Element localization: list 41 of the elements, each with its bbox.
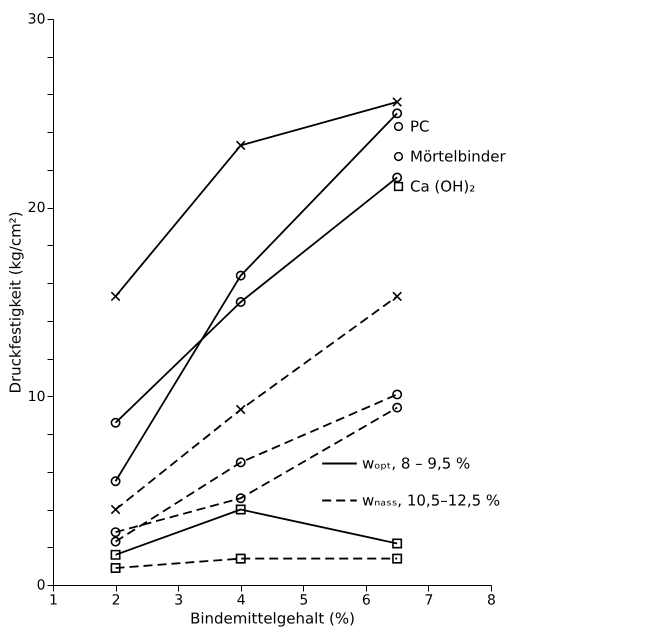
point	[392, 97, 402, 107]
y-tick-label: 0	[36, 578, 46, 594]
y-tick-label: 20	[28, 200, 46, 216]
point	[110, 291, 121, 302]
x-tick-label: 6	[362, 592, 371, 608]
legend-label: Ca (OH)₂	[410, 178, 476, 196]
annotation: wₙₐₛₛ, 10,5–12,5 %	[362, 492, 500, 510]
point	[392, 402, 402, 413]
annotation: wₒₚₜ, 8 – 9,5 %	[362, 454, 470, 472]
point	[236, 457, 246, 468]
point	[110, 476, 121, 486]
point	[110, 550, 121, 560]
point	[110, 504, 121, 515]
point	[392, 389, 402, 400]
point	[392, 172, 402, 182]
legend-label: PC	[410, 118, 430, 136]
y-tick-label: 30	[28, 12, 46, 28]
x-tick-label: 8	[487, 592, 496, 608]
point	[392, 291, 402, 302]
point	[110, 418, 121, 428]
y-tick-label: 10	[28, 388, 46, 405]
point	[236, 297, 246, 307]
x-tick-label: 3	[174, 592, 184, 608]
point	[236, 504, 246, 515]
x-tick-label: 4	[236, 592, 246, 608]
y-axis-title: Druckfestigkeit (kg/cm²)	[6, 211, 25, 394]
point	[110, 536, 121, 547]
point	[110, 527, 121, 538]
legend-label: Mörtelbinder	[410, 148, 507, 166]
point	[110, 563, 121, 574]
point	[392, 108, 402, 118]
x-axis-title: Bindemittelgehalt (%)	[190, 610, 355, 628]
point	[236, 554, 246, 564]
point	[392, 554, 402, 564]
point	[236, 493, 246, 504]
x-tick-label: 2	[112, 592, 121, 608]
point	[236, 270, 246, 281]
x-tick-label: 1	[49, 592, 58, 608]
x-tick-label: 5	[299, 592, 308, 608]
point	[392, 538, 402, 548]
x-tick-label: 7	[424, 592, 434, 608]
